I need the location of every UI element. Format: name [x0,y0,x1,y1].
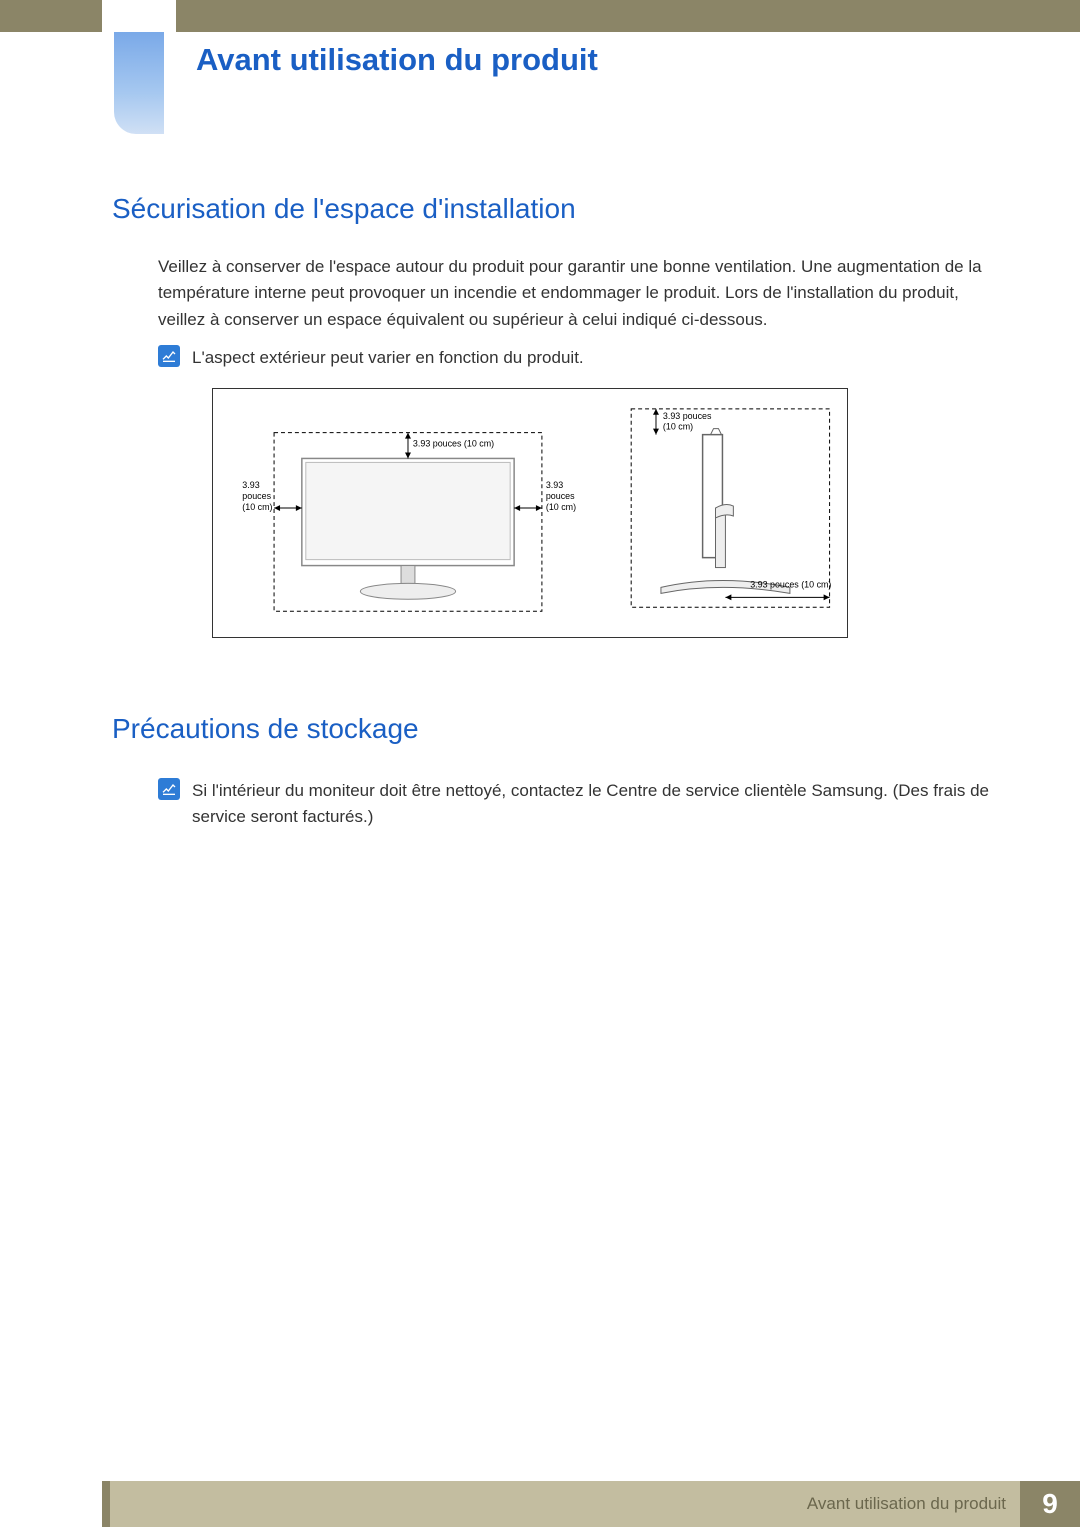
label-left-front-2: pouces [242,491,271,501]
label-right-side: 3.93 pouces (10 cm) [750,579,831,589]
footer-chapter-text: Avant utilisation du produit [807,1494,1006,1514]
section-heading-storage: Précautions de stockage [112,713,419,745]
note-appearance-text: L'aspect extérieur peut varier en foncti… [192,345,584,371]
label-top-front: 3.93 pouces (10 cm) [413,439,494,449]
note-appearance: L'aspect extérieur peut varier en foncti… [158,345,584,371]
installation-paragraph: Veillez à conserver de l'espace autour d… [158,254,990,333]
label-top-side-2: (10 cm) [663,422,693,432]
note-icon [158,778,180,800]
footer-page-number: 9 [1020,1481,1080,1527]
clearance-diagram: 3.93 pouces (10 cm) 3.93 pouces (10 cm) … [212,388,848,638]
label-right-front-1: 3.93 [546,480,563,490]
note-icon [158,345,180,367]
chapter-tab [114,32,164,134]
page-title: Avant utilisation du produit [196,42,598,78]
header-stripe-gap [102,0,176,32]
note-storage: Si l'intérieur du moniteur doit être net… [158,778,992,829]
footer: Avant utilisation du produit 9 [0,1481,1080,1527]
note-storage-text: Si l'intérieur du moniteur doit être net… [192,778,992,829]
section-heading-installation: Sécurisation de l'espace d'installation [112,193,576,225]
label-right-front-3: (10 cm) [546,502,576,512]
footer-accent [102,1481,110,1527]
label-right-front-2: pouces [546,491,575,501]
label-left-front-3: (10 cm) [242,502,272,512]
label-top-side-1: 3.93 pouces [663,411,712,421]
label-left-front-1: 3.93 [242,480,259,490]
